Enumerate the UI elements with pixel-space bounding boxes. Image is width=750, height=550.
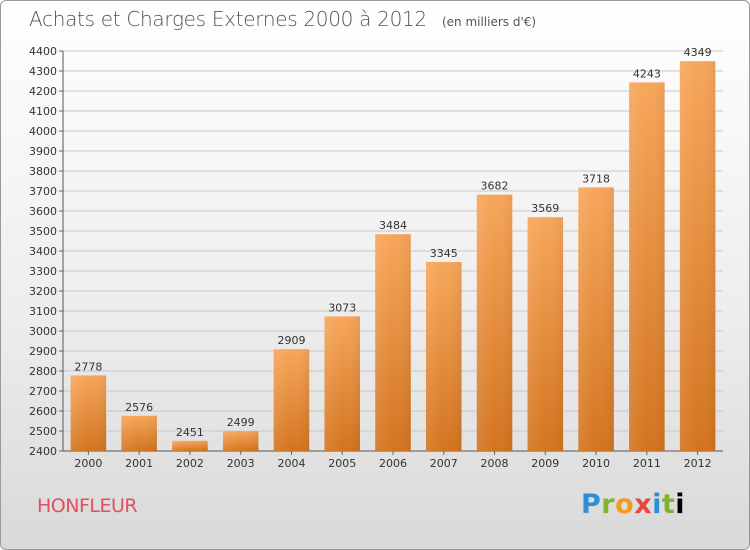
- axes: 2400 2500 2600 2700 2800 2900 3000 3100 3200 3300…: [29, 45, 723, 470]
- x-tick-label-2012: 2012: [684, 457, 712, 470]
- x-tick-label-2001: 2001: [125, 457, 153, 470]
- value-label-2002: 2451: [176, 426, 204, 439]
- bar-sheen-2011: [629, 82, 665, 452]
- value-label-2001: 2576: [125, 401, 153, 414]
- y-tick-label: 3400: [29, 245, 57, 258]
- x-tick-label-2007: 2007: [430, 457, 458, 470]
- y-tick-label: 3700: [29, 185, 57, 198]
- bar-sheen-2004: [273, 349, 310, 451]
- proxiti-logo: Proxiti: [581, 489, 686, 520]
- bar-sheen-2010: [578, 187, 614, 451]
- bars: [70, 61, 716, 452]
- bar-sheen-2005: [324, 316, 360, 451]
- y-tick-label: 3600: [29, 205, 57, 218]
- x-tick-label-2003: 2003: [227, 457, 255, 470]
- y-tick-label: 4200: [29, 85, 57, 98]
- value-label-2006: 3484: [379, 219, 407, 232]
- x-tick-label-2008: 2008: [481, 457, 509, 470]
- x-tick-label-2002: 2002: [176, 457, 204, 470]
- value-label-2000: 2778: [74, 360, 102, 373]
- x-tick-label-2000: 2000: [74, 457, 102, 470]
- y-tick-label: 3100: [29, 305, 57, 318]
- city-name: HONFLEUR: [37, 495, 138, 517]
- value-label-2005: 3073: [328, 301, 356, 314]
- y-tick-label: 3200: [29, 285, 57, 298]
- x-tick-label-2010: 2010: [582, 457, 610, 470]
- x-tick-label-2011: 2011: [633, 457, 661, 470]
- bar-sheen-2006: [375, 234, 411, 451]
- y-tick-label: 3900: [29, 145, 57, 158]
- y-tick-label: 3000: [29, 325, 57, 338]
- y-tick-label: 4000: [29, 125, 57, 138]
- y-tick-label: 3800: [29, 165, 57, 178]
- bar-sheen-2008: [476, 194, 513, 451]
- y-tick-label: 2900: [29, 345, 57, 358]
- chart-title-text: Achats et Charges Externes 2000 à 2012: [29, 7, 427, 31]
- y-tick-label: 2400: [29, 445, 57, 458]
- bar-sheen-2012: [679, 61, 716, 451]
- y-tick-label: 2800: [29, 365, 57, 378]
- y-tick-label: 3500: [29, 225, 57, 238]
- y-tick-label: 2500: [29, 425, 57, 438]
- y-tick-label: 3300: [29, 265, 57, 278]
- value-label-2003: 2499: [227, 416, 255, 429]
- value-labels: 2778 2576 2451 2499 2909 3073 3484 3345 3682 3569…: [74, 46, 711, 439]
- y-tick-label: 4100: [29, 105, 57, 118]
- y-tick-label: 4300: [29, 65, 57, 78]
- y-tick-label: 2700: [29, 385, 57, 398]
- x-tick-label-2006: 2006: [379, 457, 407, 470]
- chart-title: Achats et Charges Externes 2000 à 2012 (…: [29, 7, 536, 31]
- bar-sheen-2000: [70, 375, 107, 451]
- value-label-2011: 4243: [633, 67, 661, 80]
- value-label-2010: 3718: [582, 172, 610, 185]
- value-label-2007: 3345: [430, 247, 458, 260]
- bar-sheen-2007: [426, 262, 462, 451]
- bar-sheen-2009: [527, 217, 564, 451]
- x-tick-label-2004: 2004: [277, 457, 305, 470]
- x-tick-label-2005: 2005: [328, 457, 356, 470]
- y-tick-label: 4400: [29, 45, 57, 58]
- value-label-2009: 3569: [531, 202, 559, 215]
- chart-unit-text: (en milliers d'€): [441, 15, 537, 29]
- value-label-2012: 4349: [684, 46, 712, 59]
- x-tick-label-2009: 2009: [531, 457, 559, 470]
- bar-sheen-2002: [172, 440, 208, 451]
- value-label-2004: 2909: [277, 334, 305, 347]
- y-tick-label: 2600: [29, 405, 57, 418]
- bar-sheen-2001: [121, 415, 157, 451]
- bar-sheen-2003: [222, 431, 259, 451]
- value-label-2008: 3682: [481, 180, 509, 193]
